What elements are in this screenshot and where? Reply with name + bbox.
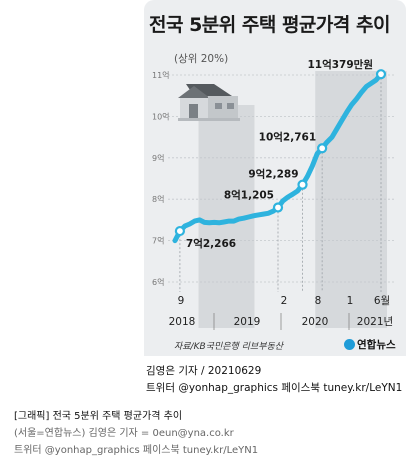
year-label: 2018 — [169, 316, 196, 328]
y-tick-label: 7억 — [152, 236, 164, 246]
house-icon — [178, 84, 240, 121]
y-tick-label: 10억 — [152, 111, 170, 121]
annotated-point — [272, 202, 284, 213]
year-label: 2021년 — [357, 316, 393, 328]
year-label: 2020 — [302, 316, 329, 328]
annotated-point — [297, 179, 308, 190]
chart-subtitle: (상위 20%) — [174, 53, 229, 65]
caption-line-3: 트위터 @yonhap_graphics 페이스북 tuney.kr/LeYN1 — [14, 445, 259, 456]
data-label: 9억2,289 — [248, 169, 298, 181]
logo-text: 연합뉴스 — [357, 339, 396, 351]
data-label: 7억2,266 — [186, 238, 236, 250]
data-label: 10억2,761 — [259, 131, 316, 143]
annotated-point — [317, 143, 328, 154]
logo-icon — [344, 339, 355, 350]
x-tick-label: 8 — [315, 295, 322, 307]
caption-title: [그래픽] 전국 5분위 주택 평균가격 추이 — [14, 411, 183, 422]
y-tick-label: 11억 — [152, 70, 170, 80]
y-tick-label: 9억 — [152, 153, 164, 163]
chart-title: 전국 5분위 주택 평균가격 추이 — [149, 14, 390, 36]
year-label: 2019 — [234, 316, 261, 328]
year-band-2021 — [315, 71, 387, 328]
x-tick-label: 6월 — [374, 295, 390, 307]
annotated-point — [375, 69, 387, 80]
y-tick-label: 6억 — [152, 277, 164, 287]
caption-line-2: (서울=연합뉴스) 김영은 기자 = 0eun@yna.co.kr — [14, 428, 234, 439]
data-label: 8억1,205 — [224, 189, 274, 201]
y-tick-label: 8억 — [152, 194, 164, 204]
x-tick-label: 1 — [347, 295, 354, 307]
x-tick-label: 9 — [178, 295, 185, 307]
data-label: 11억379만원 — [307, 58, 373, 71]
source-note: 자료/KB국민은행 리브부동산 — [174, 342, 284, 352]
x-tick-label: 2 — [281, 295, 288, 307]
yonhap-logo: 연합뉴스 — [344, 337, 396, 352]
credit-line-1: 김영은 기자 / 20210629 — [146, 365, 262, 377]
credit-line-2: 트위터 @yonhap_graphics 페이스북 tuney.kr/LeYN1 — [146, 382, 403, 394]
annotated-point — [174, 225, 186, 237]
